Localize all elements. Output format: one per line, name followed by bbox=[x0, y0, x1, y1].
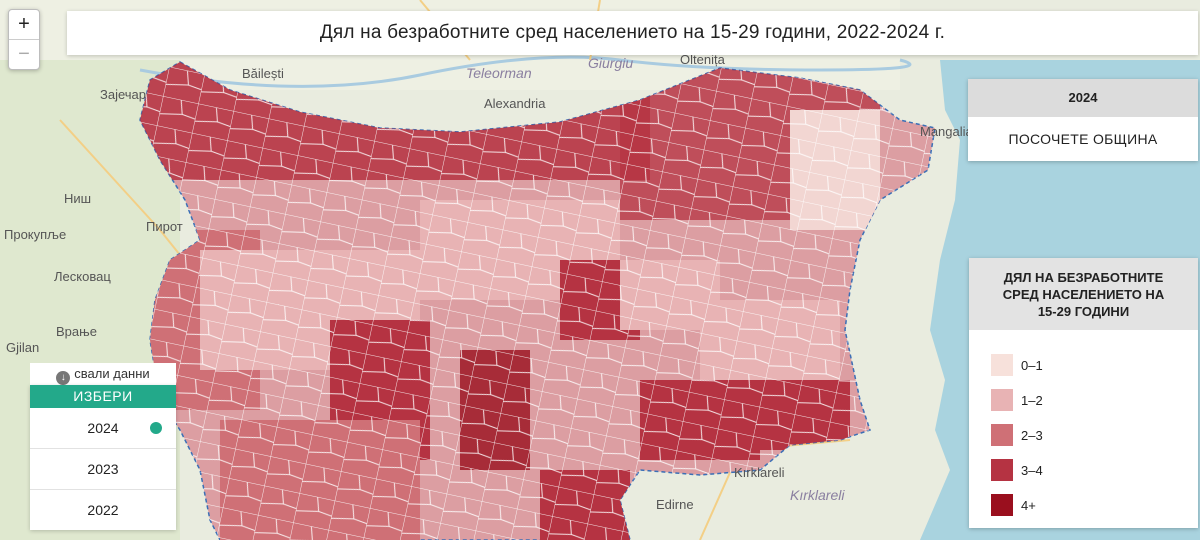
zoom-control: + − bbox=[8, 9, 40, 70]
legend-swatch bbox=[991, 494, 1013, 516]
zoom-out-button[interactable]: − bbox=[9, 39, 39, 69]
info-box: 2024 ПОСОЧЕТЕ ОБЩИНА bbox=[968, 79, 1198, 161]
map-label: Kırklareli bbox=[790, 487, 845, 503]
legend-label: 1–2 bbox=[1021, 392, 1043, 408]
legend-item: 3–4 bbox=[991, 459, 1043, 481]
map-label: Teleorman bbox=[466, 65, 532, 81]
legend-swatch bbox=[991, 389, 1013, 411]
legend: ДЯЛ НА БЕЗРАБОТНИТЕ СРЕД НАСЕЛЕНИЕТО НА … bbox=[969, 258, 1198, 528]
map-label: Băilești bbox=[242, 66, 284, 81]
legend-swatch bbox=[991, 424, 1013, 446]
map-label: Giurgiu bbox=[588, 55, 633, 71]
year-option-2024[interactable]: 2024 bbox=[30, 408, 176, 449]
year-option-label: 2024 bbox=[87, 420, 119, 436]
map-label: Лесковац bbox=[54, 269, 111, 284]
year-option-2023[interactable]: 2023 bbox=[30, 449, 176, 490]
map-label: Alexandria bbox=[484, 96, 546, 111]
legend-label: 2–3 bbox=[1021, 427, 1043, 443]
map-label: Зајечар bbox=[100, 87, 146, 102]
legend-title-line: 15-29 ГОДИНИ bbox=[1037, 304, 1130, 319]
map-label: Пирот bbox=[146, 219, 183, 234]
legend-item: 1–2 bbox=[991, 389, 1043, 411]
year-option-label: 2022 bbox=[87, 502, 119, 518]
year-picker: ИЗБЕРИ 2024 2023 2022 bbox=[30, 385, 176, 530]
map-label: Kırklareli bbox=[734, 465, 785, 480]
year-option-2022[interactable]: 2022 bbox=[30, 490, 176, 530]
page-title: Дял на безработните сред населението на … bbox=[67, 11, 1198, 55]
legend-label: 3–4 bbox=[1021, 462, 1043, 478]
info-hint: ПОСОЧЕТЕ ОБЩИНА bbox=[1008, 131, 1158, 147]
danube-river bbox=[139, 55, 912, 88]
map-label: Gjilan bbox=[6, 340, 39, 355]
legend-title: ДЯЛ НА БЕЗРАБОТНИТЕ СРЕД НАСЕЛЕНИЕТО НА … bbox=[969, 258, 1198, 330]
legend-swatch bbox=[991, 459, 1013, 481]
legend-item: 0–1 bbox=[991, 354, 1043, 376]
legend-title-line: ДЯЛ НА БЕЗРАБОТНИТЕ bbox=[1003, 270, 1164, 285]
download-label: свали данни bbox=[74, 366, 150, 381]
coastline-land bbox=[900, 60, 960, 540]
map-label: Oltenița bbox=[680, 52, 726, 67]
map-label: Edirne bbox=[656, 497, 694, 512]
legend-title-line: СРЕД НАСЕЛЕНИЕТО НА bbox=[1002, 287, 1165, 302]
legend-swatch bbox=[991, 354, 1013, 376]
map-label: Ниш bbox=[64, 191, 91, 206]
download-icon: ↓ bbox=[56, 371, 71, 385]
legend-label: 0–1 bbox=[1021, 357, 1043, 373]
map-label: Врање bbox=[56, 324, 97, 339]
legend-item: 2–3 bbox=[991, 424, 1043, 446]
map-label: Mangalia bbox=[920, 124, 974, 139]
download-data-link[interactable]: ↓ свали данни bbox=[30, 363, 176, 385]
legend-item: 4+ bbox=[991, 494, 1036, 516]
map-label: Прокупље bbox=[4, 227, 66, 242]
selected-indicator-icon bbox=[150, 422, 162, 434]
zoom-in-button[interactable]: + bbox=[18, 13, 30, 35]
info-year: 2024 bbox=[968, 79, 1198, 117]
legend-label: 4+ bbox=[1021, 497, 1036, 513]
year-option-label: 2023 bbox=[87, 461, 119, 477]
year-picker-header: ИЗБЕРИ bbox=[30, 385, 176, 408]
